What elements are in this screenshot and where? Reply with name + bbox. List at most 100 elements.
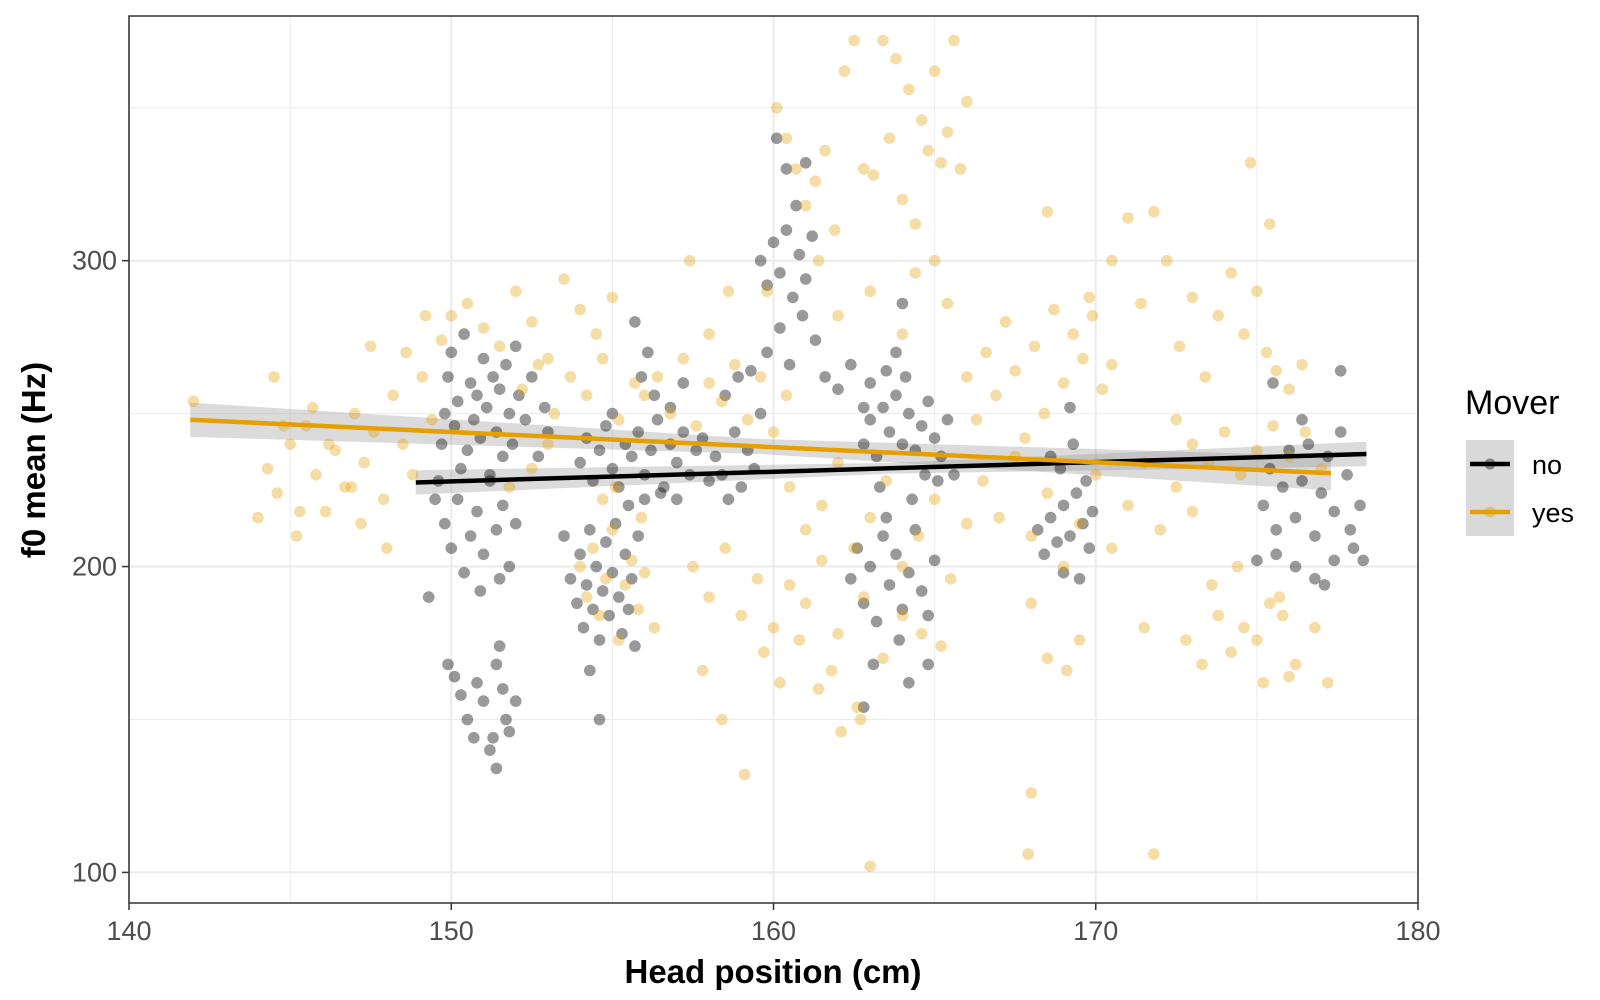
- data-point-no: [832, 383, 844, 396]
- data-point-yes: [574, 560, 586, 573]
- data-point-no: [493, 640, 506, 652]
- data-point-no: [928, 432, 941, 444]
- data-point-no: [593, 444, 606, 457]
- data-point-yes: [799, 524, 812, 536]
- data-point-yes: [532, 358, 545, 371]
- data-point-yes: [948, 34, 960, 47]
- data-point-no: [1347, 542, 1360, 554]
- data-point-no: [490, 762, 503, 775]
- data-point-yes: [896, 560, 909, 573]
- data-point-no: [883, 426, 896, 438]
- data-point-no: [745, 365, 757, 377]
- data-point-yes: [896, 609, 909, 622]
- data-point-yes: [609, 481, 622, 493]
- data-point-no: [1318, 579, 1331, 591]
- data-point-yes: [548, 407, 561, 420]
- data-point-no: [896, 438, 909, 451]
- data-point-yes: [999, 316, 1012, 328]
- data-point-yes: [310, 469, 322, 481]
- data-point-yes: [509, 285, 522, 298]
- data-point-yes: [690, 420, 702, 432]
- data-point-no: [780, 224, 793, 236]
- legend-title: Mover: [1465, 384, 1559, 422]
- data-point-no: [445, 542, 458, 554]
- data-point-no: [564, 573, 577, 585]
- y-tick-label: 300: [72, 246, 117, 276]
- data-point-no: [874, 481, 886, 493]
- data-point-no: [845, 358, 857, 371]
- data-point-no: [500, 358, 512, 371]
- data-point-no: [677, 377, 690, 389]
- data-point-yes: [306, 401, 319, 414]
- data-point-no: [448, 420, 461, 432]
- data-point-no: [1054, 462, 1067, 475]
- data-point-no: [613, 481, 625, 493]
- data-point-yes: [564, 371, 577, 383]
- data-point-yes: [1086, 309, 1099, 322]
- data-point-no: [1070, 487, 1083, 499]
- data-point-no: [632, 426, 644, 438]
- data-point-no: [625, 573, 638, 585]
- data-point-no: [622, 603, 635, 616]
- data-point-yes: [1199, 371, 1212, 383]
- data-point-yes: [854, 713, 867, 726]
- trend-lines: [190, 417, 1367, 485]
- data-point-yes: [1106, 542, 1118, 554]
- data-point-yes: [819, 144, 831, 157]
- data-point-no: [671, 493, 683, 506]
- data-point-no: [455, 462, 467, 475]
- data-point-yes: [1041, 206, 1054, 218]
- data-point-no: [422, 591, 435, 603]
- data-point-yes: [896, 328, 909, 340]
- trend-line-no: [415, 451, 1367, 485]
- data-point-no: [799, 273, 812, 285]
- data-point-no: [864, 377, 876, 389]
- data-point-yes: [358, 456, 371, 469]
- data-point-no: [461, 444, 474, 457]
- data-point-no: [1309, 573, 1321, 585]
- data-point-yes: [319, 505, 332, 518]
- data-point-yes: [1028, 340, 1041, 353]
- data-point-yes: [816, 499, 828, 512]
- data-point-yes: [696, 664, 709, 677]
- data-point-no: [642, 346, 654, 359]
- data-point-yes: [928, 65, 941, 77]
- data-point-yes: [909, 218, 922, 230]
- trend-line-yes: [190, 417, 1332, 476]
- data-point-yes: [1186, 291, 1199, 304]
- data-point-yes: [832, 628, 844, 640]
- data-point-no: [526, 371, 538, 383]
- data-point-yes: [477, 322, 490, 334]
- data-point-yes: [812, 254, 825, 267]
- data-point-no: [493, 573, 506, 585]
- data-point-yes: [1283, 670, 1295, 683]
- data-point-yes: [1060, 664, 1073, 677]
- data-point-no: [606, 566, 619, 579]
- data-point-no: [487, 371, 499, 383]
- data-point-no: [880, 365, 893, 377]
- axis-ticks: 140 150 160 170 180 100 200 300: [72, 246, 1441, 946]
- data-point-yes: [770, 102, 783, 114]
- data-point-no: [638, 493, 651, 506]
- data-point-no: [451, 493, 464, 506]
- data-point-no: [857, 701, 870, 713]
- data-point-no: [435, 438, 448, 451]
- data-point-no: [619, 548, 632, 561]
- data-point-no: [883, 579, 896, 591]
- data-point-yes: [838, 65, 851, 77]
- data-point-no: [890, 346, 902, 359]
- data-point-yes: [329, 444, 342, 457]
- data-point-yes: [638, 566, 651, 579]
- data-point-yes: [980, 346, 992, 359]
- data-point-no: [1289, 560, 1302, 573]
- legend-label-no: no: [1532, 450, 1562, 480]
- data-point-no: [899, 371, 912, 383]
- data-point-yes: [580, 389, 593, 402]
- data-point-no: [538, 401, 551, 414]
- data-point-no: [503, 407, 516, 420]
- data-point-no: [654, 487, 667, 499]
- data-point-yes: [187, 395, 200, 408]
- data-point-yes: [629, 377, 641, 389]
